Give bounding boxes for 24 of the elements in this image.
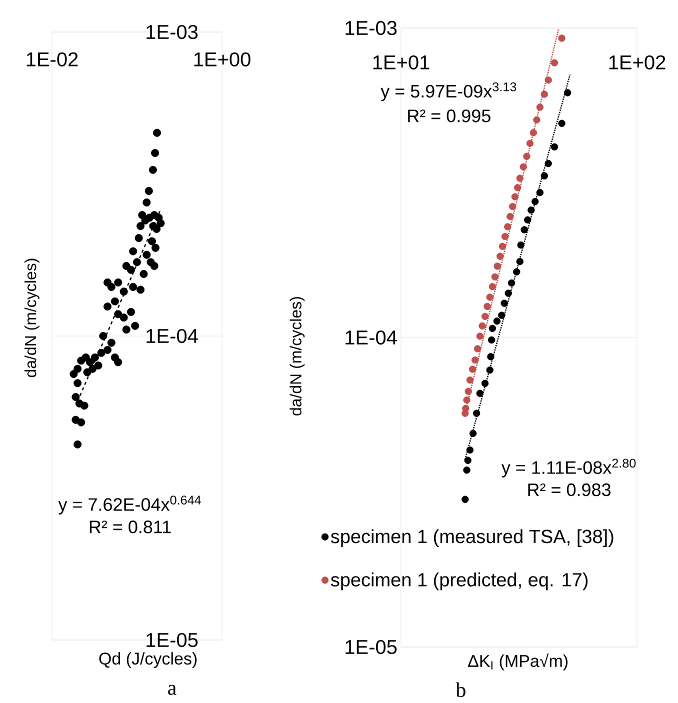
annotation: R² = 0.983: [528, 483, 611, 496]
y-tick-label: 1E-05: [346, 640, 397, 654]
annotation: y = 5.97E-09x$^{3.13}$: [380, 82, 516, 102]
x-tick-label: 1E+00: [194, 52, 250, 66]
text: b: [456, 682, 466, 698]
x-tick-label: 1E-02: [26, 52, 78, 66]
x-tick-label: 1E+01: [373, 55, 430, 70]
x-axis-title: ΔK$_{I}$ (MPa√m): [468, 653, 568, 670]
x-tick-label: 1E+02: [609, 55, 666, 70]
y-axis-title: da/dN (m/cycles): [24, 258, 40, 378]
annotation: R² = 0.811: [90, 520, 171, 534]
y-tick-label: 1E-04: [146, 328, 198, 344]
legend-label: specimen 1 (measured TSA, [38]): [330, 529, 614, 547]
y-tick-label: 1E-03: [346, 20, 397, 36]
y-axis-title: da/dN (m/cycles): [290, 297, 305, 416]
x-axis-title: Qd (J/cycles): [99, 652, 197, 668]
annotation: y = 1.11E-08x$^{2.80}$: [501, 458, 636, 478]
annotation: R² = 0.995: [408, 110, 490, 122]
text: a: [168, 684, 176, 695]
y-tick-label: 1E-04: [346, 330, 397, 345]
legend-label: specimen 1 (predicted, eq. 17): [330, 572, 588, 590]
annotation: y = 7.62E-04x$^{0.644}$: [58, 496, 201, 514]
y-tick-label: 1E-05: [146, 632, 198, 648]
y-tick-label: 1E-03: [146, 24, 198, 40]
